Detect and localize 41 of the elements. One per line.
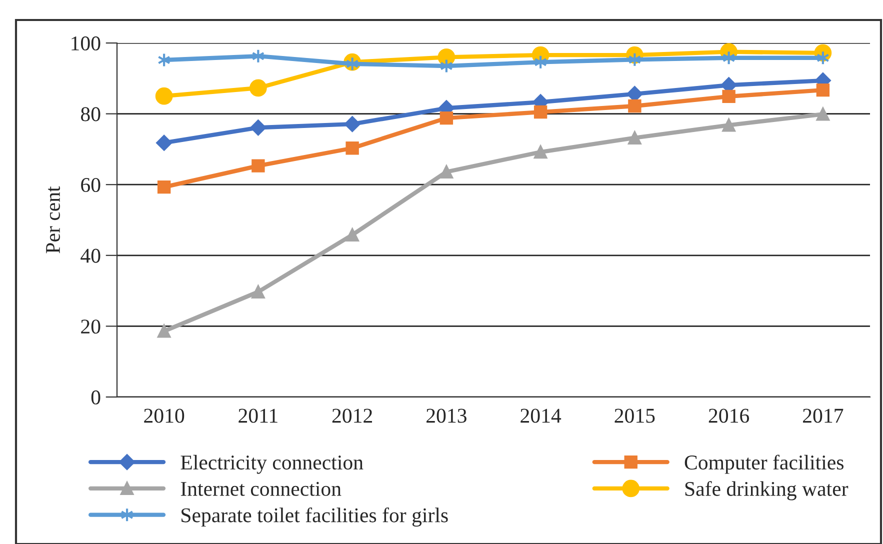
x-tick-label: 2017 [803, 408, 844, 423]
y-tick-label: 60 [81, 178, 100, 192]
point [816, 83, 830, 97]
x-tick-label: 2010 [144, 408, 184, 423]
point [344, 116, 360, 132]
point [156, 134, 172, 151]
point [534, 145, 548, 159]
y-tick-label: 20 [81, 320, 100, 334]
point [816, 108, 830, 121]
y-tick-label: 80 [80, 107, 100, 122]
legend-label: Internet connection [180, 482, 342, 496]
y-tick-label: 100 [72, 36, 100, 50]
point [628, 131, 642, 144]
y-tick-label: 0 [91, 390, 100, 404]
legend-label: Computer facilities [684, 454, 844, 474]
y-tick-label: 40 [80, 248, 100, 263]
point [157, 180, 171, 194]
point [722, 90, 736, 104]
point [252, 159, 265, 172]
legend-label: Safe drinking water [685, 481, 848, 500]
x-tick-label: 2016 [708, 408, 750, 423]
point [440, 111, 454, 125]
x-tick-label: 2014 [520, 408, 562, 423]
point [155, 87, 173, 105]
point [346, 142, 359, 155]
point [252, 285, 265, 298]
point [250, 120, 266, 136]
point [346, 228, 359, 242]
point [157, 324, 171, 338]
x-tick-label: 2012 [332, 408, 372, 423]
legend-label: Electricity connection [180, 454, 364, 474]
point [722, 118, 736, 132]
point [534, 105, 548, 119]
y-axis-title: Per cent [46, 186, 60, 254]
point [628, 99, 642, 113]
point [250, 79, 267, 97]
legend-label: Separate toilet facilities for girls [182, 507, 448, 527]
x-tick-label: 2015 [614, 408, 655, 423]
point [440, 165, 454, 178]
x-tick-label: 2011 [238, 408, 278, 423]
x-tick-label: 2013 [426, 408, 466, 423]
